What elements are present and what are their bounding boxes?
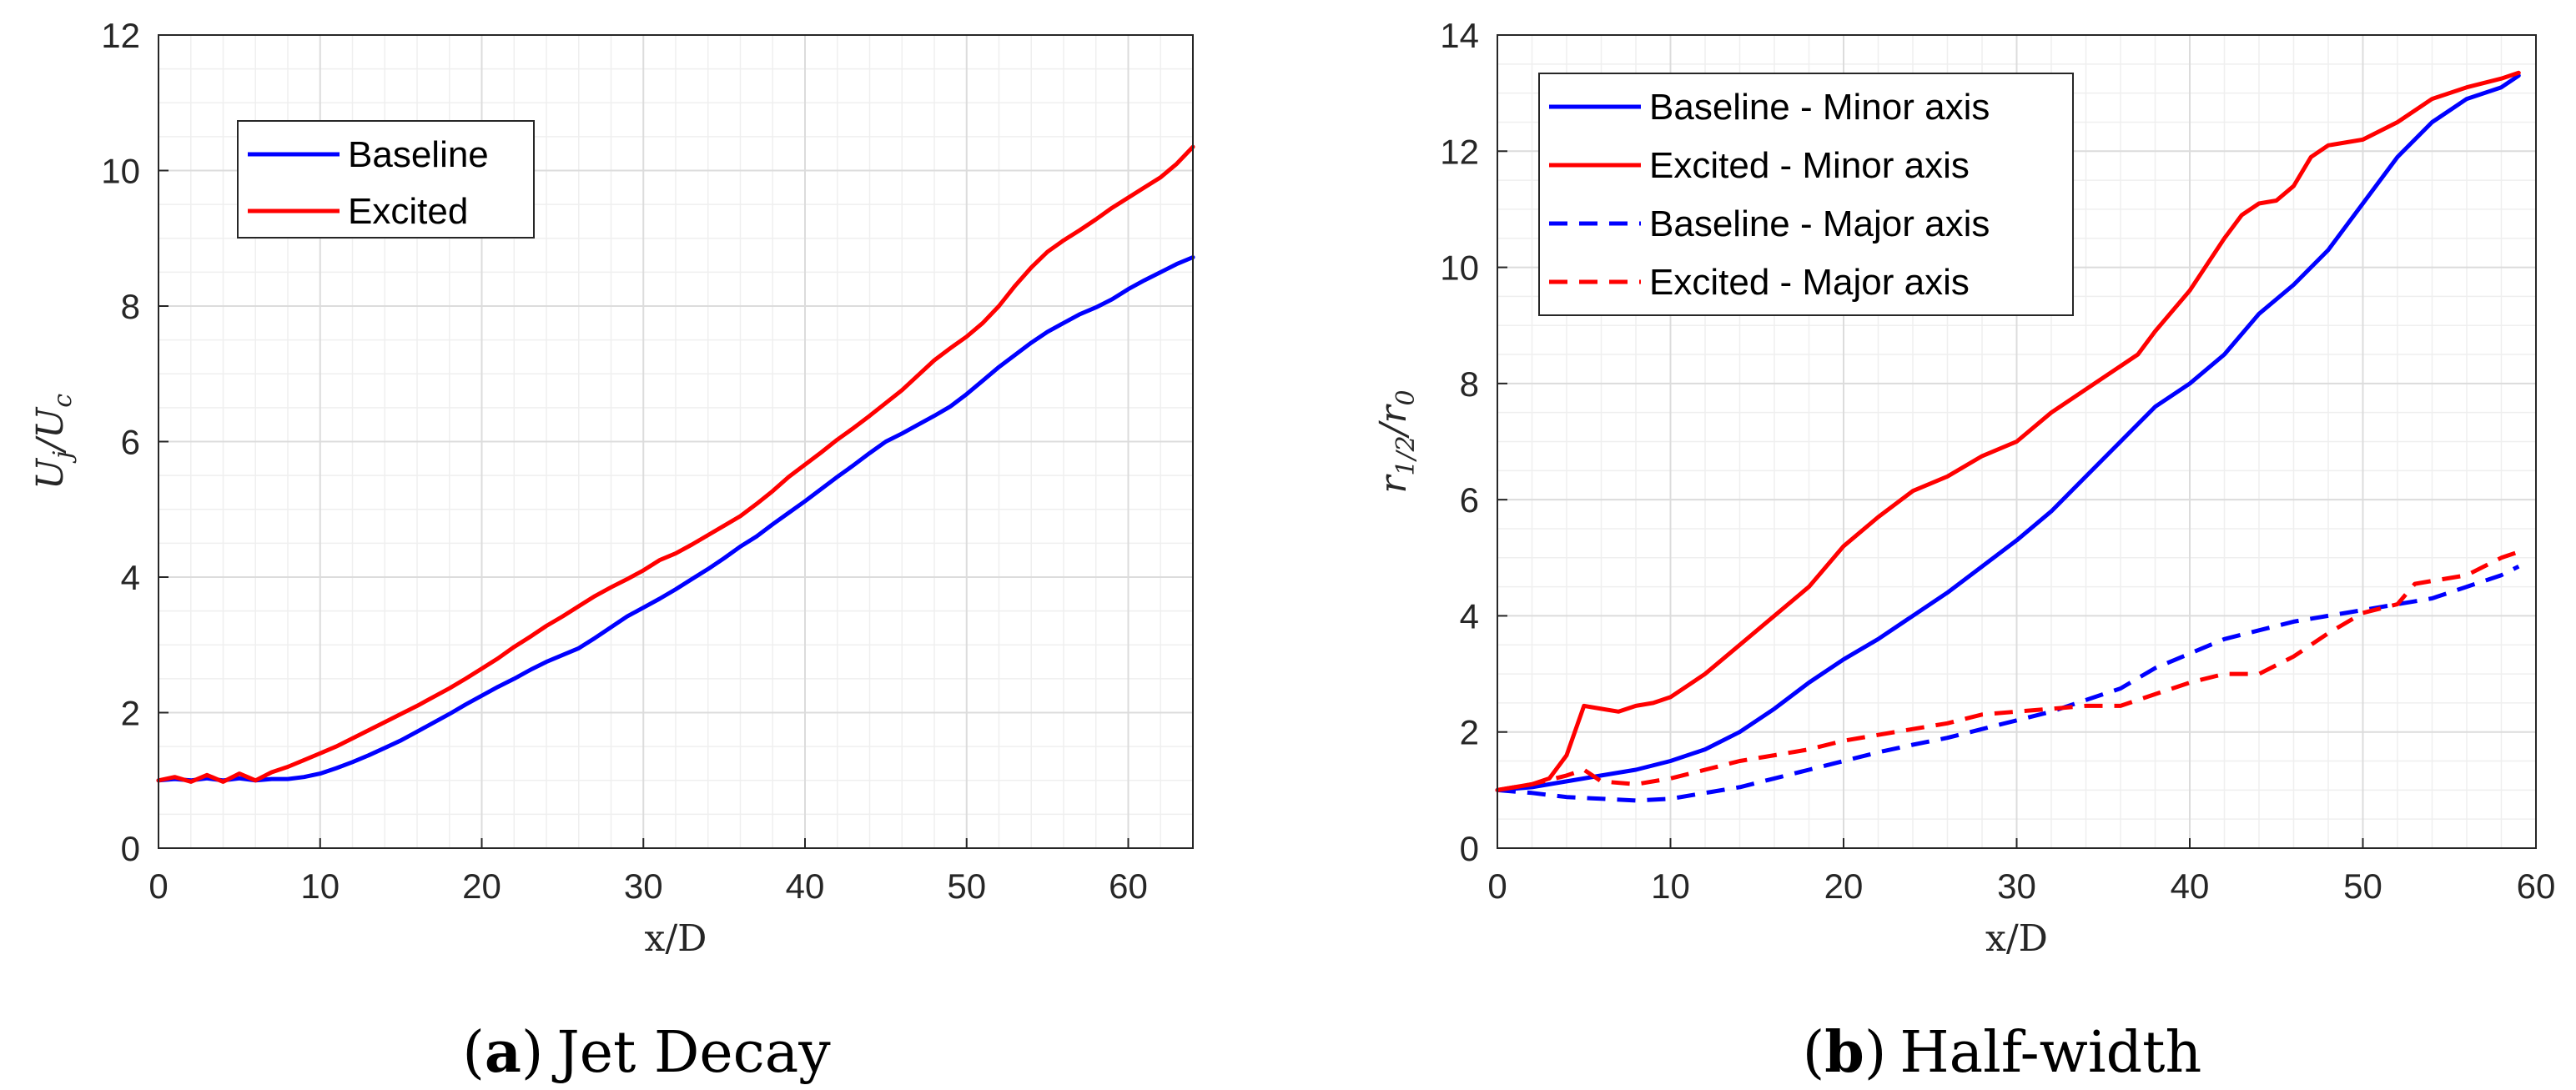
chart-a-caption-letter: a — [485, 1019, 521, 1086]
chart-a-ylabel-slash: /U — [29, 406, 72, 455]
chart-a-x-tick-label: 10 — [300, 866, 340, 906]
chart-b-series-excited-major-axis — [1497, 550, 2520, 792]
chart-b-series-excited-minor-axis — [1495, 70, 2521, 792]
chart-a-y-tick-label: 10 — [101, 152, 140, 191]
chart-a-series-excited — [156, 144, 1195, 784]
chart-b-series-baseline-minor-axis — [1495, 73, 2521, 792]
chart-b-caption-close: ) — [1864, 1020, 1887, 1086]
chart-a-caption-open: ( — [462, 1020, 485, 1086]
chart-a-y-tick-label: 8 — [121, 287, 140, 326]
chart-a-x-tick-label: 0 — [148, 866, 168, 906]
chart-b-x-tick-label: 0 — [1487, 866, 1507, 906]
chart-b-caption: (b) Half-width — [1803, 1019, 2202, 1086]
chart-b-caption-letter: b — [1824, 1019, 1864, 1086]
chart-b-y-tick-label: 2 — [1460, 713, 1479, 752]
chart-a-y-tick-label: 4 — [121, 558, 140, 597]
chart-b-x-tick-label: 60 — [2517, 866, 2556, 906]
chart-b-y-tick-label: 0 — [1460, 829, 1479, 868]
chart-b-x-tick-label: 40 — [2171, 866, 2210, 906]
chart-a-y-axis-label: Uj/Uc — [29, 394, 78, 490]
chart-a-x-tick-label: 30 — [624, 866, 663, 906]
chart-b-title: Half-width — [1899, 1020, 2201, 1086]
chart-b-series-baseline-major-axis — [1497, 564, 2520, 803]
chart-a-legend-label: Baseline — [348, 134, 489, 175]
chart-b-y-axis-label: r1/2/r0 — [1372, 389, 1421, 493]
chart-b-y-tick-label: 4 — [1460, 596, 1479, 635]
chart-b-y-tick-label: 10 — [1440, 249, 1479, 288]
chart-a-ylabel-sub2: c — [48, 394, 78, 408]
chart-a-y-tick-label: 0 — [121, 829, 140, 868]
chart-a-ylabel-main: U — [29, 457, 72, 490]
chart-a-x-tick-label: 50 — [947, 866, 986, 906]
chart-a-series-baseline — [156, 255, 1195, 783]
chart-b-legend-label: Excited - Major axis — [1649, 262, 1970, 303]
chart-a-y-tick-label: 12 — [101, 16, 140, 55]
chart-b-legend: Baseline - Minor axis Excited - Minor axi… — [1538, 73, 2074, 316]
chart-b-y-tick-label: 6 — [1460, 480, 1479, 520]
chart-a-caption-close: ) — [521, 1020, 544, 1086]
chart-b-ylabel-sub2: 0 — [1391, 389, 1421, 405]
chart-a-lines — [156, 144, 1195, 784]
chart-b-x-axis-label: x/D — [1985, 917, 2048, 960]
chart-b-ylabel-main: r — [1372, 474, 1415, 494]
chart-a-legend-box — [237, 120, 535, 239]
chart-a-caption: (a) Jet Decay — [462, 1019, 831, 1086]
chart-b-tick-labels: 0 10 20 30 40 50 60 0 2 4 6 8 10 12 14 — [1440, 16, 2555, 906]
chart-b-legend-label: Excited - Minor axis — [1649, 145, 1970, 186]
chart-b-legend-box — [1538, 73, 2074, 316]
chart-b-ylabel-slash: /r — [1372, 403, 1415, 439]
chart-b-ylabel-sub: 1/2 — [1391, 435, 1421, 475]
chart-b-x-tick-label: 20 — [1824, 866, 1864, 906]
chart-b-y-tick-label: 8 — [1460, 364, 1479, 404]
chart-a-x-axis-label: x/D — [645, 917, 707, 960]
chart-b-caption-open: ( — [1803, 1020, 1825, 1086]
chart-b-x-tick-label: 30 — [1997, 866, 2036, 906]
chart-a-legend-label: Excited — [348, 191, 468, 232]
chart-a-x-tick-label: 60 — [1109, 866, 1148, 906]
chart-a-title: Jet Decay — [551, 1020, 831, 1086]
chart-a-y-tick-label: 6 — [121, 423, 140, 462]
chart-a-x-tick-label: 20 — [462, 866, 501, 906]
panel-jet-decay: 0 10 20 30 40 50 60 0 2 4 6 8 10 12 x/D Uj/Uc Baselin… — [29, 16, 1195, 1086]
chart-a-y-tick-label: 2 — [121, 694, 140, 733]
chart-a-tick-labels: 0 10 20 30 40 50 60 0 2 4 6 8 10 12 — [101, 16, 1148, 906]
chart-a-x-tick-label: 40 — [786, 866, 825, 906]
chart-b-x-tick-label: 10 — [1651, 866, 1690, 906]
chart-b-lines — [1495, 70, 2521, 803]
chart-b-legend-label: Baseline - Minor axis — [1649, 87, 1990, 128]
chart-b-legend-label: Baseline - Major axis — [1649, 203, 1990, 244]
chart-b-y-tick-label: 14 — [1440, 16, 1479, 55]
chart-a-legend: Baseline Excited — [237, 120, 535, 239]
chart-b-x-tick-label: 50 — [2343, 866, 2382, 906]
chart-b-y-tick-label: 12 — [1440, 132, 1479, 171]
